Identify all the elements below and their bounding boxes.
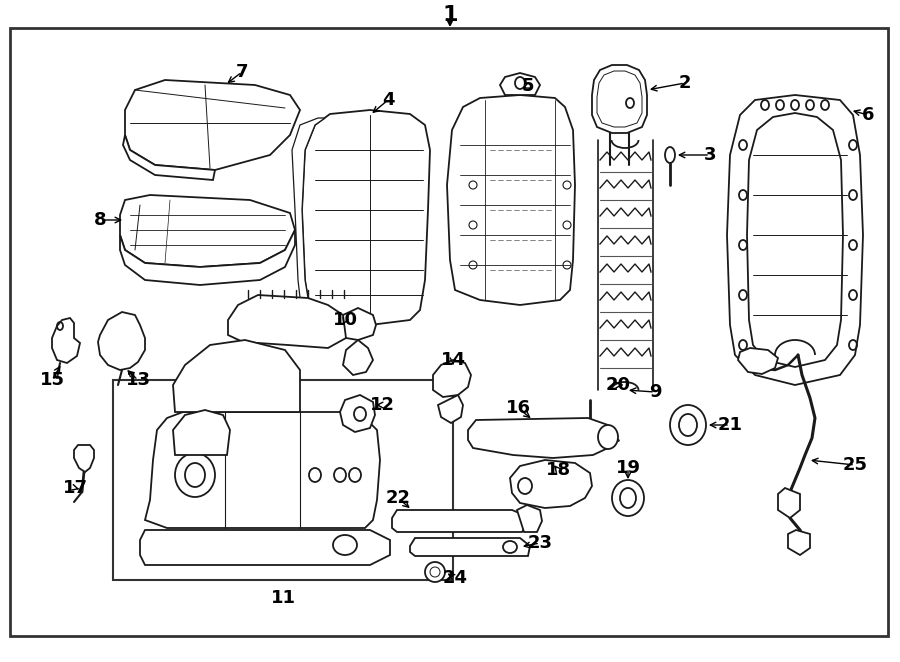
Text: 3: 3	[704, 146, 716, 164]
Polygon shape	[343, 340, 373, 375]
Polygon shape	[468, 418, 613, 458]
Polygon shape	[123, 135, 215, 180]
Ellipse shape	[670, 405, 706, 445]
Polygon shape	[140, 530, 390, 565]
Text: 23: 23	[527, 534, 553, 552]
Polygon shape	[228, 295, 348, 348]
Polygon shape	[438, 395, 463, 423]
Polygon shape	[343, 308, 376, 340]
Text: 19: 19	[616, 459, 641, 477]
Ellipse shape	[612, 480, 644, 516]
Polygon shape	[447, 95, 575, 305]
Polygon shape	[302, 110, 430, 325]
Polygon shape	[125, 80, 300, 170]
Text: 4: 4	[382, 91, 394, 109]
Text: 6: 6	[862, 106, 874, 124]
Text: 13: 13	[125, 371, 150, 389]
Text: 10: 10	[332, 311, 357, 329]
Polygon shape	[74, 445, 94, 472]
Ellipse shape	[175, 453, 215, 497]
Text: 11: 11	[271, 589, 295, 607]
Text: 21: 21	[717, 416, 742, 434]
Polygon shape	[120, 195, 295, 267]
Polygon shape	[500, 73, 540, 95]
Polygon shape	[120, 230, 295, 285]
Polygon shape	[145, 412, 380, 528]
Text: 2: 2	[679, 74, 691, 92]
Polygon shape	[433, 360, 471, 397]
Ellipse shape	[598, 425, 618, 449]
Polygon shape	[173, 340, 300, 412]
Text: 12: 12	[370, 396, 394, 414]
Polygon shape	[292, 118, 325, 315]
Text: 17: 17	[62, 479, 87, 497]
Polygon shape	[98, 312, 145, 370]
Text: 18: 18	[545, 461, 571, 479]
Polygon shape	[52, 318, 80, 363]
Polygon shape	[727, 95, 863, 385]
Polygon shape	[340, 395, 375, 432]
Polygon shape	[788, 530, 810, 555]
Text: 24: 24	[443, 569, 467, 587]
Polygon shape	[592, 65, 647, 133]
Text: 14: 14	[440, 351, 465, 369]
Text: 22: 22	[385, 489, 410, 507]
Polygon shape	[410, 538, 530, 556]
Text: 8: 8	[94, 211, 106, 229]
Text: 25: 25	[842, 456, 868, 474]
Polygon shape	[517, 505, 542, 532]
Polygon shape	[510, 460, 592, 508]
Text: 7: 7	[236, 63, 248, 81]
Text: 9: 9	[649, 383, 662, 401]
Ellipse shape	[425, 562, 445, 582]
Polygon shape	[747, 113, 843, 367]
Polygon shape	[738, 348, 778, 374]
Text: 20: 20	[606, 376, 631, 394]
Polygon shape	[778, 488, 800, 518]
Text: 1: 1	[442, 5, 458, 25]
Polygon shape	[173, 410, 230, 455]
Bar	[113, 380, 453, 580]
Ellipse shape	[665, 147, 675, 163]
Polygon shape	[392, 510, 527, 532]
Text: 16: 16	[506, 399, 530, 417]
Text: 15: 15	[40, 371, 65, 389]
Text: 5: 5	[522, 77, 535, 95]
